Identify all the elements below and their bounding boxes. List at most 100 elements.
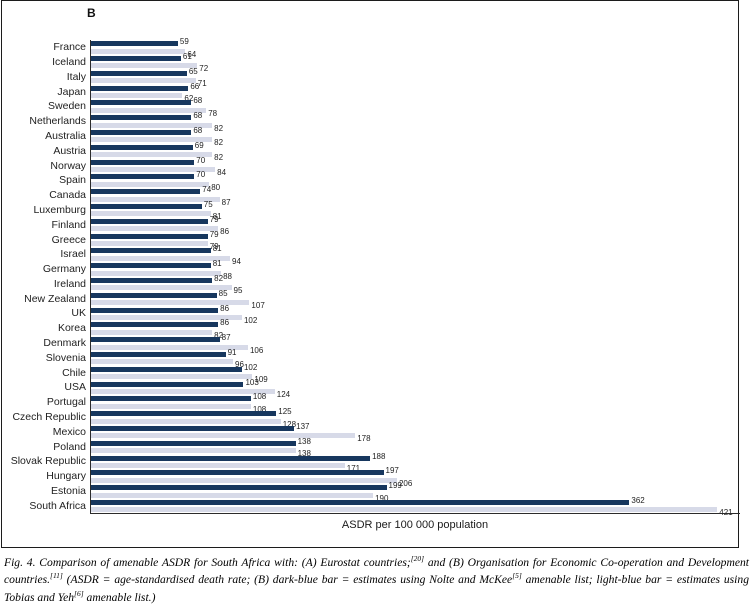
- country-bars: 79 79: [90, 230, 738, 250]
- bar-tobias-yeh: 102: [90, 314, 257, 324]
- country-bars: 86 82: [90, 319, 738, 339]
- bar-value-label: 68: [193, 125, 203, 135]
- bar-tobias-yeh: 109: [90, 374, 268, 384]
- bar-tobias-yeh: 96: [90, 359, 244, 369]
- bar-value-label: 82: [214, 138, 224, 148]
- bar-nolte-mckee: 68: [90, 112, 202, 121]
- chart-row: Korea 86 82: [2, 319, 738, 339]
- bar-tobias-yeh: 64: [90, 48, 196, 58]
- chart-row: Canada 74 87: [2, 186, 738, 206]
- bar-tobias-yeh: 94: [90, 255, 241, 265]
- country-bars: 91 96: [90, 348, 738, 369]
- bar-value-label: 96: [235, 360, 244, 370]
- bar-nolte-mckee: 68: [90, 126, 202, 135]
- country-bars: 61 72: [90, 53, 738, 73]
- bar-nolte-mckee: 103: [90, 378, 259, 387]
- caption-text: Fig. 4. Comparison of amenable ASDR for …: [4, 556, 411, 569]
- country-bars: 199 190: [90, 482, 738, 502]
- country-label: Japan: [57, 85, 86, 98]
- chart-row: USA 103 124: [2, 378, 738, 398]
- bar-nolte-mckee: 59: [90, 38, 189, 47]
- bar-nolte-mckee: 86: [90, 304, 229, 313]
- bar-value-label: 421: [719, 509, 732, 517]
- chart-row: Hungary 197 206: [2, 467, 738, 487]
- chart-row: Australia 68 82: [2, 126, 738, 148]
- caption-text: amenable list.): [83, 590, 156, 604]
- panel-label: B: [87, 6, 96, 20]
- bar-nolte-mckee: 197: [90, 467, 399, 476]
- country-label: France: [53, 41, 86, 54]
- chart-row: New Zealand 85 107: [2, 289, 738, 310]
- country-bars: 108 108: [90, 393, 738, 413]
- bar-tobias-yeh: 128: [90, 418, 296, 428]
- bar-value-label: 59: [179, 37, 189, 47]
- bar-tobias-yeh: 82: [90, 329, 223, 339]
- country-label: Mexico: [52, 425, 86, 438]
- bar-value-label: 109: [254, 375, 268, 385]
- country-bars: 68 82: [90, 126, 738, 148]
- bar-value-label: 197: [385, 466, 399, 476]
- bar-value-label: 108: [252, 404, 267, 414]
- bar-value-label: 125: [278, 407, 292, 417]
- chart-row: Denmark 87 106: [2, 334, 738, 354]
- country-label: Australia: [45, 129, 86, 142]
- bar-tobias-yeh: 178: [90, 433, 371, 443]
- country-label: Netherlands: [29, 115, 86, 128]
- bar-nolte-mckee: 65: [90, 67, 198, 76]
- bar-value-label: 68: [193, 96, 203, 106]
- x-axis-label: ASDR per 100 000 population: [341, 519, 489, 531]
- bar-value-label: 171: [346, 463, 361, 473]
- bar-value-label: 102: [243, 362, 258, 372]
- bar-value-label: 94: [232, 256, 241, 266]
- caption-ref: [11]: [50, 571, 63, 581]
- bar-value-label: 68: [193, 111, 203, 121]
- bar-value-label: 137: [296, 421, 310, 431]
- country-bars: 81 88: [90, 260, 738, 280]
- bar-value-label: 81: [212, 259, 222, 269]
- country-label: Sweden: [48, 100, 86, 113]
- country-label: Korea: [57, 322, 86, 335]
- country-bars: 85 107: [90, 289, 738, 310]
- bar-value-label: 362: [631, 495, 645, 505]
- bar-value-label: 82: [214, 123, 224, 133]
- chart-rows: France 59 64 Iceland 61 72 Italy 65 71 Japan 66 62 S…: [2, 38, 738, 517]
- bar-nolte-mckee: 61: [90, 53, 192, 61]
- figure-box: B France 59 64 Iceland 61 72 Italy 65 71 Japan 66 6…: [1, 0, 740, 548]
- country-label: USA: [64, 381, 86, 394]
- country-bars: 86 102: [90, 304, 738, 324]
- country-label: Spain: [59, 174, 86, 187]
- country-bars: 137 178: [90, 421, 738, 443]
- country-bars: 69 82: [90, 140, 738, 162]
- bar-tobias-yeh: 190: [90, 492, 388, 502]
- country-bars: 197 206: [90, 467, 738, 487]
- bar-tobias-yeh: 171: [90, 462, 360, 472]
- bar-value-label: 138: [297, 436, 311, 446]
- bar-value-label: 128: [282, 419, 297, 429]
- chart-row: Japan 66 62: [2, 82, 738, 102]
- x-axis-line: [90, 513, 740, 514]
- bar-tobias-yeh: 421: [90, 507, 733, 517]
- country-label: Iceland: [52, 55, 86, 68]
- chart-row: Italy 65 71: [2, 67, 738, 87]
- bar-value-label: 65: [188, 66, 198, 76]
- bar-value-label: 81: [212, 244, 222, 254]
- country-bars: 102 109: [90, 362, 738, 384]
- bar-tobias-yeh: 138: [90, 448, 311, 458]
- bar-value-label: 69: [194, 140, 204, 150]
- country-bars: 70 84: [90, 156, 738, 176]
- figure-caption: Fig. 4. Comparison of amenable ASDR for …: [4, 554, 749, 606]
- bar-nolte-mckee: 81: [90, 260, 222, 269]
- chart-row: Portugal 108 108: [2, 393, 738, 413]
- bar-tobias-yeh: 62: [90, 92, 193, 102]
- bar-value-label: 79: [209, 214, 219, 224]
- country-label: Slovenia: [45, 351, 86, 364]
- chart-row: Slovenia 91 96: [2, 348, 738, 369]
- bar-nolte-mckee: 75: [90, 200, 213, 209]
- bar-nolte-mckee: 86: [90, 319, 229, 328]
- caption-text: and (B) Organisation for Economic Co-ope…: [4, 556, 749, 587]
- country-label: Ireland: [53, 277, 86, 290]
- bar-tobias-yeh: 84: [90, 166, 226, 176]
- bar-nolte-mckee: 87: [90, 334, 231, 343]
- country-bars: 125 128: [90, 407, 738, 428]
